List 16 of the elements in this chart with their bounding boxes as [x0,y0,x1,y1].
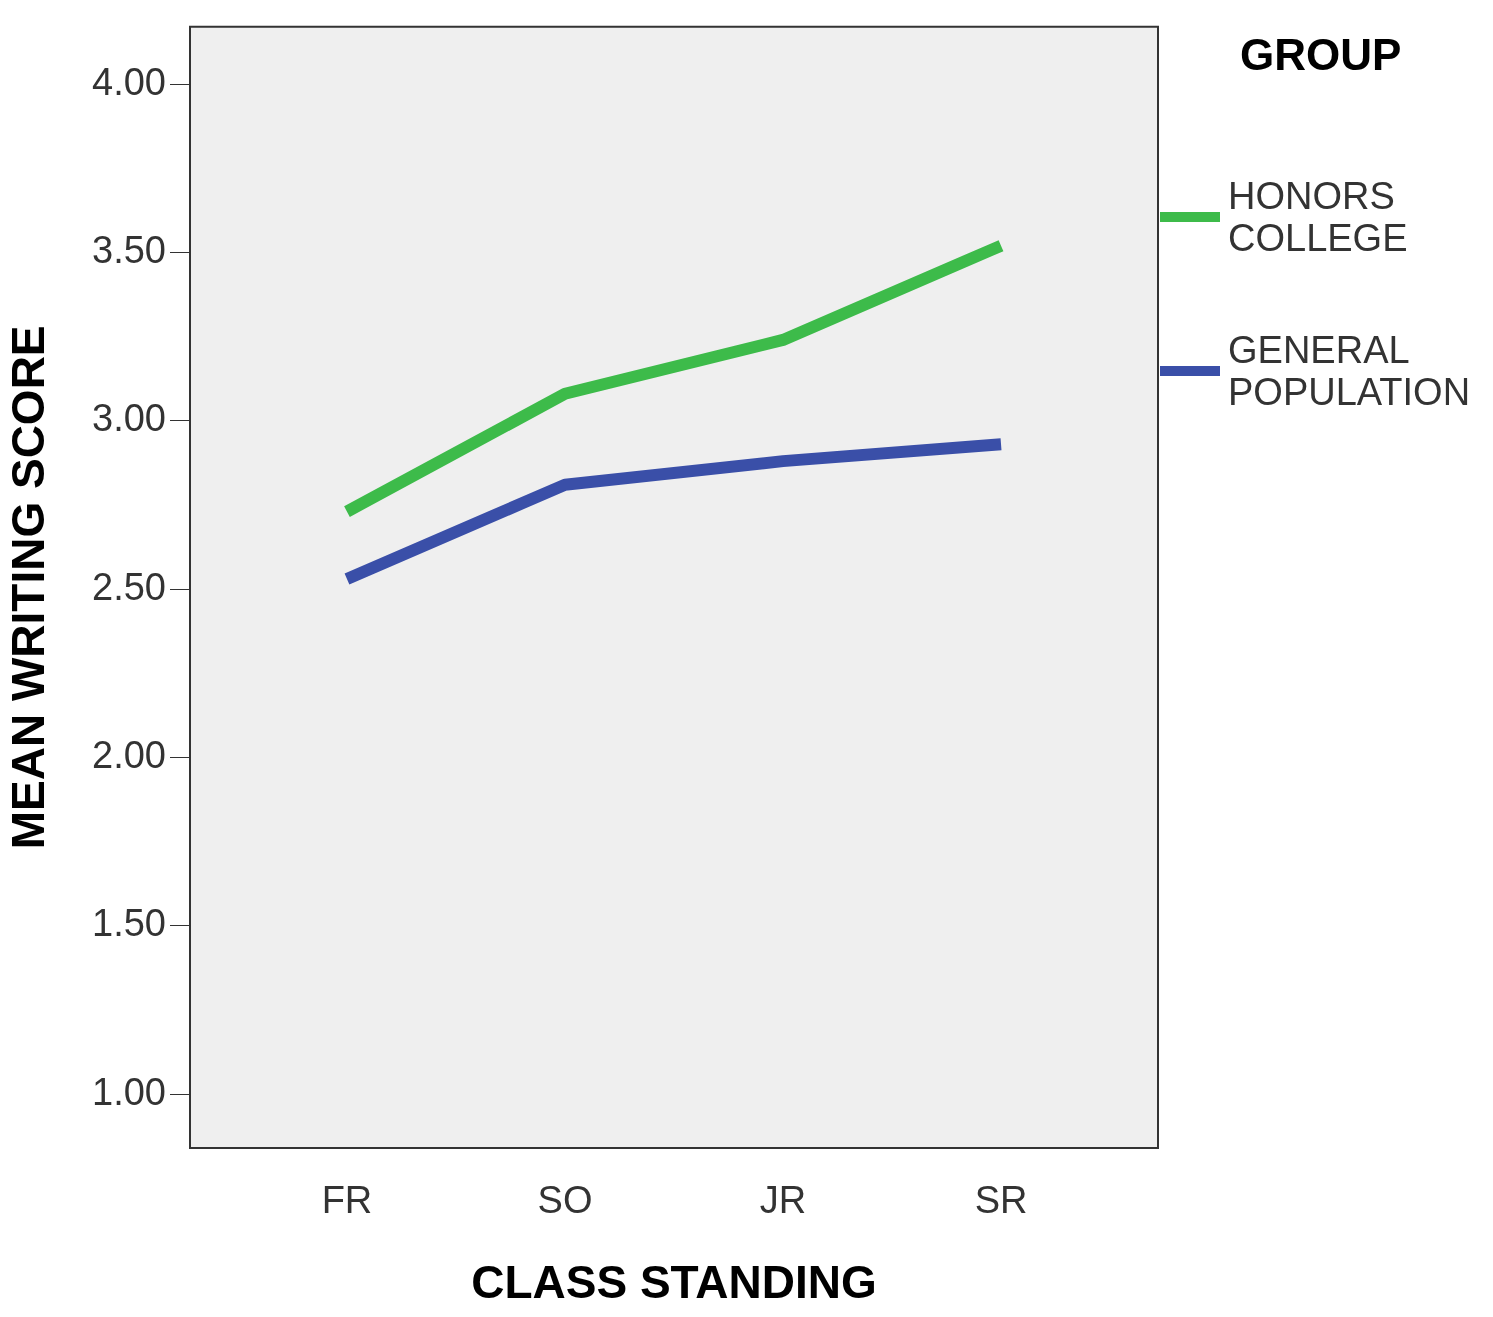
y-tick-label: 2.50 [92,565,166,608]
y-tick-label: 2.00 [92,733,166,776]
x-axis-title: CLASS STANDING [471,1256,877,1309]
y-tick-label: 4.00 [92,60,166,103]
y-tick-label: 1.50 [92,902,166,945]
x-tick-label: JR [759,1179,807,1222]
y-axis-title: MEAN WRITING SCORE [2,325,55,850]
y-tick-label: 3.00 [92,397,166,440]
legend-label: HONORS COLLEGE [1228,175,1409,259]
legend-label: GENERAL POPULATION [1228,329,1472,413]
x-tick-label: SO [537,1179,593,1222]
y-tick-label: 1.00 [92,1070,166,1113]
legend-title: GROUP [1240,30,1403,80]
x-tick-label: SR [974,1179,1028,1222]
x-tick-label: FR [321,1179,373,1222]
y-tick-label: 3.50 [92,228,166,271]
